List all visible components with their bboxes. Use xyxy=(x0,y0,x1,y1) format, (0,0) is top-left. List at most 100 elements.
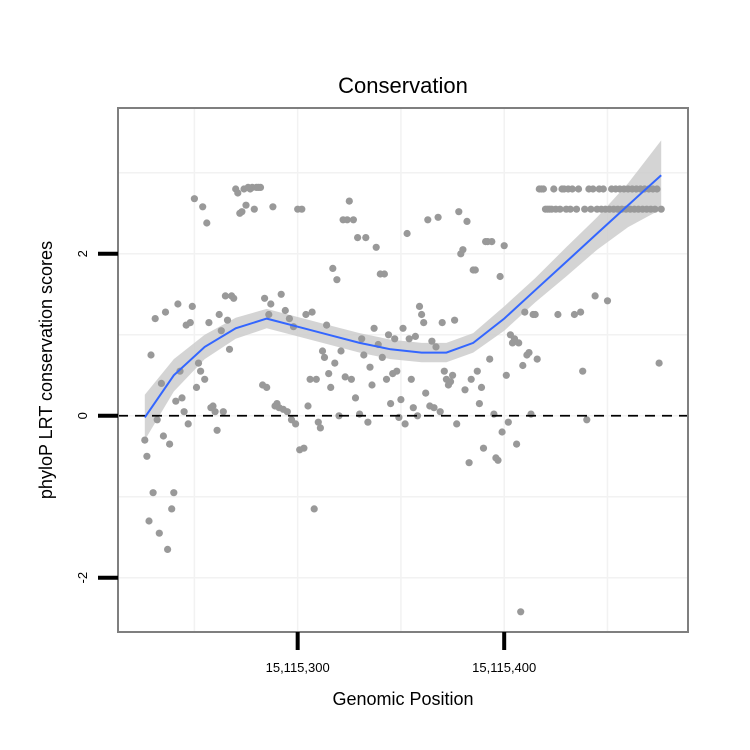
data-point xyxy=(568,185,576,193)
data-point xyxy=(589,185,597,193)
x-axis: 15,115,300 15,115,400 xyxy=(266,632,536,675)
data-point xyxy=(380,270,388,278)
data-point xyxy=(256,183,265,191)
data-point xyxy=(504,418,512,426)
data-point xyxy=(583,416,591,424)
data-point xyxy=(203,219,211,227)
data-point xyxy=(420,319,428,327)
data-point xyxy=(358,335,366,343)
data-point xyxy=(263,383,271,391)
data-point xyxy=(281,306,289,315)
data-point xyxy=(432,343,440,351)
data-point xyxy=(197,367,205,375)
data-point xyxy=(366,363,374,371)
data-point xyxy=(422,389,430,397)
data-point xyxy=(267,300,275,308)
data-point xyxy=(424,216,432,224)
data-point xyxy=(430,404,438,412)
data-point xyxy=(502,371,510,379)
data-point xyxy=(170,489,178,497)
data-point xyxy=(323,321,331,329)
data-point xyxy=(467,375,475,383)
data-point xyxy=(157,379,165,387)
data-point xyxy=(300,444,308,452)
data-point xyxy=(180,408,188,416)
data-point xyxy=(145,517,153,525)
data-point xyxy=(494,456,502,464)
data-point xyxy=(603,297,612,305)
data-point xyxy=(345,197,353,205)
data-point xyxy=(283,408,291,416)
data-point xyxy=(242,201,250,209)
y-axis: -2 0 2 xyxy=(75,250,118,583)
data-point xyxy=(378,353,386,361)
data-point xyxy=(349,216,357,224)
data-point xyxy=(570,310,579,319)
data-point xyxy=(360,351,368,359)
data-point xyxy=(515,339,523,347)
data-point xyxy=(525,349,533,357)
data-point xyxy=(354,234,362,242)
smooth-line xyxy=(143,174,662,418)
data-point xyxy=(465,459,473,467)
data-point xyxy=(572,205,581,213)
data-point xyxy=(599,185,607,193)
data-point xyxy=(190,195,198,203)
data-point xyxy=(192,383,201,391)
data-point xyxy=(449,371,457,379)
data-point xyxy=(521,308,529,316)
data-point xyxy=(234,189,242,197)
data-point xyxy=(314,418,322,426)
data-point xyxy=(153,416,161,424)
data-point xyxy=(451,316,459,324)
data-point xyxy=(655,359,663,367)
data-point xyxy=(496,272,504,281)
data-point xyxy=(539,185,548,193)
data-point xyxy=(201,375,209,383)
data-point xyxy=(463,217,471,225)
data-point xyxy=(401,420,409,428)
data-point xyxy=(285,315,293,323)
data-point xyxy=(217,327,225,335)
data-point xyxy=(155,529,163,537)
data-point xyxy=(174,300,182,308)
data-point xyxy=(223,316,232,324)
data-point xyxy=(316,424,324,432)
x-axis-label: Genomic Position xyxy=(332,689,473,709)
data-point xyxy=(327,383,335,391)
data-point xyxy=(486,355,494,363)
data-point xyxy=(436,408,444,416)
data-point xyxy=(579,367,587,375)
data-point xyxy=(209,402,217,410)
data-point xyxy=(438,319,446,327)
data-point xyxy=(519,361,527,370)
data-point xyxy=(166,440,174,448)
data-point xyxy=(531,310,539,319)
data-point xyxy=(205,319,213,327)
x-tick-label: 15,115,400 xyxy=(472,660,536,675)
data-point xyxy=(591,292,599,300)
data-point xyxy=(372,243,380,251)
smooth-fit xyxy=(143,174,662,418)
data-point xyxy=(219,408,227,416)
data-point xyxy=(320,353,329,361)
data-point xyxy=(304,402,312,410)
data-point xyxy=(211,408,219,416)
data-point xyxy=(318,347,327,355)
data-point xyxy=(351,394,360,402)
data-point xyxy=(446,378,455,386)
data-point xyxy=(566,205,574,213)
x-tick-label: 15,115,300 xyxy=(266,660,330,675)
data-point xyxy=(651,205,659,213)
data-point xyxy=(199,203,207,211)
data-point xyxy=(413,412,422,420)
data-point xyxy=(399,324,407,332)
data-point xyxy=(298,205,306,213)
data-point xyxy=(403,229,411,238)
data-point xyxy=(391,335,399,343)
data-point xyxy=(225,345,234,353)
data-point xyxy=(411,332,419,340)
y-tick-label: -2 xyxy=(75,572,90,584)
data-point xyxy=(143,452,151,460)
data-points xyxy=(141,183,665,616)
